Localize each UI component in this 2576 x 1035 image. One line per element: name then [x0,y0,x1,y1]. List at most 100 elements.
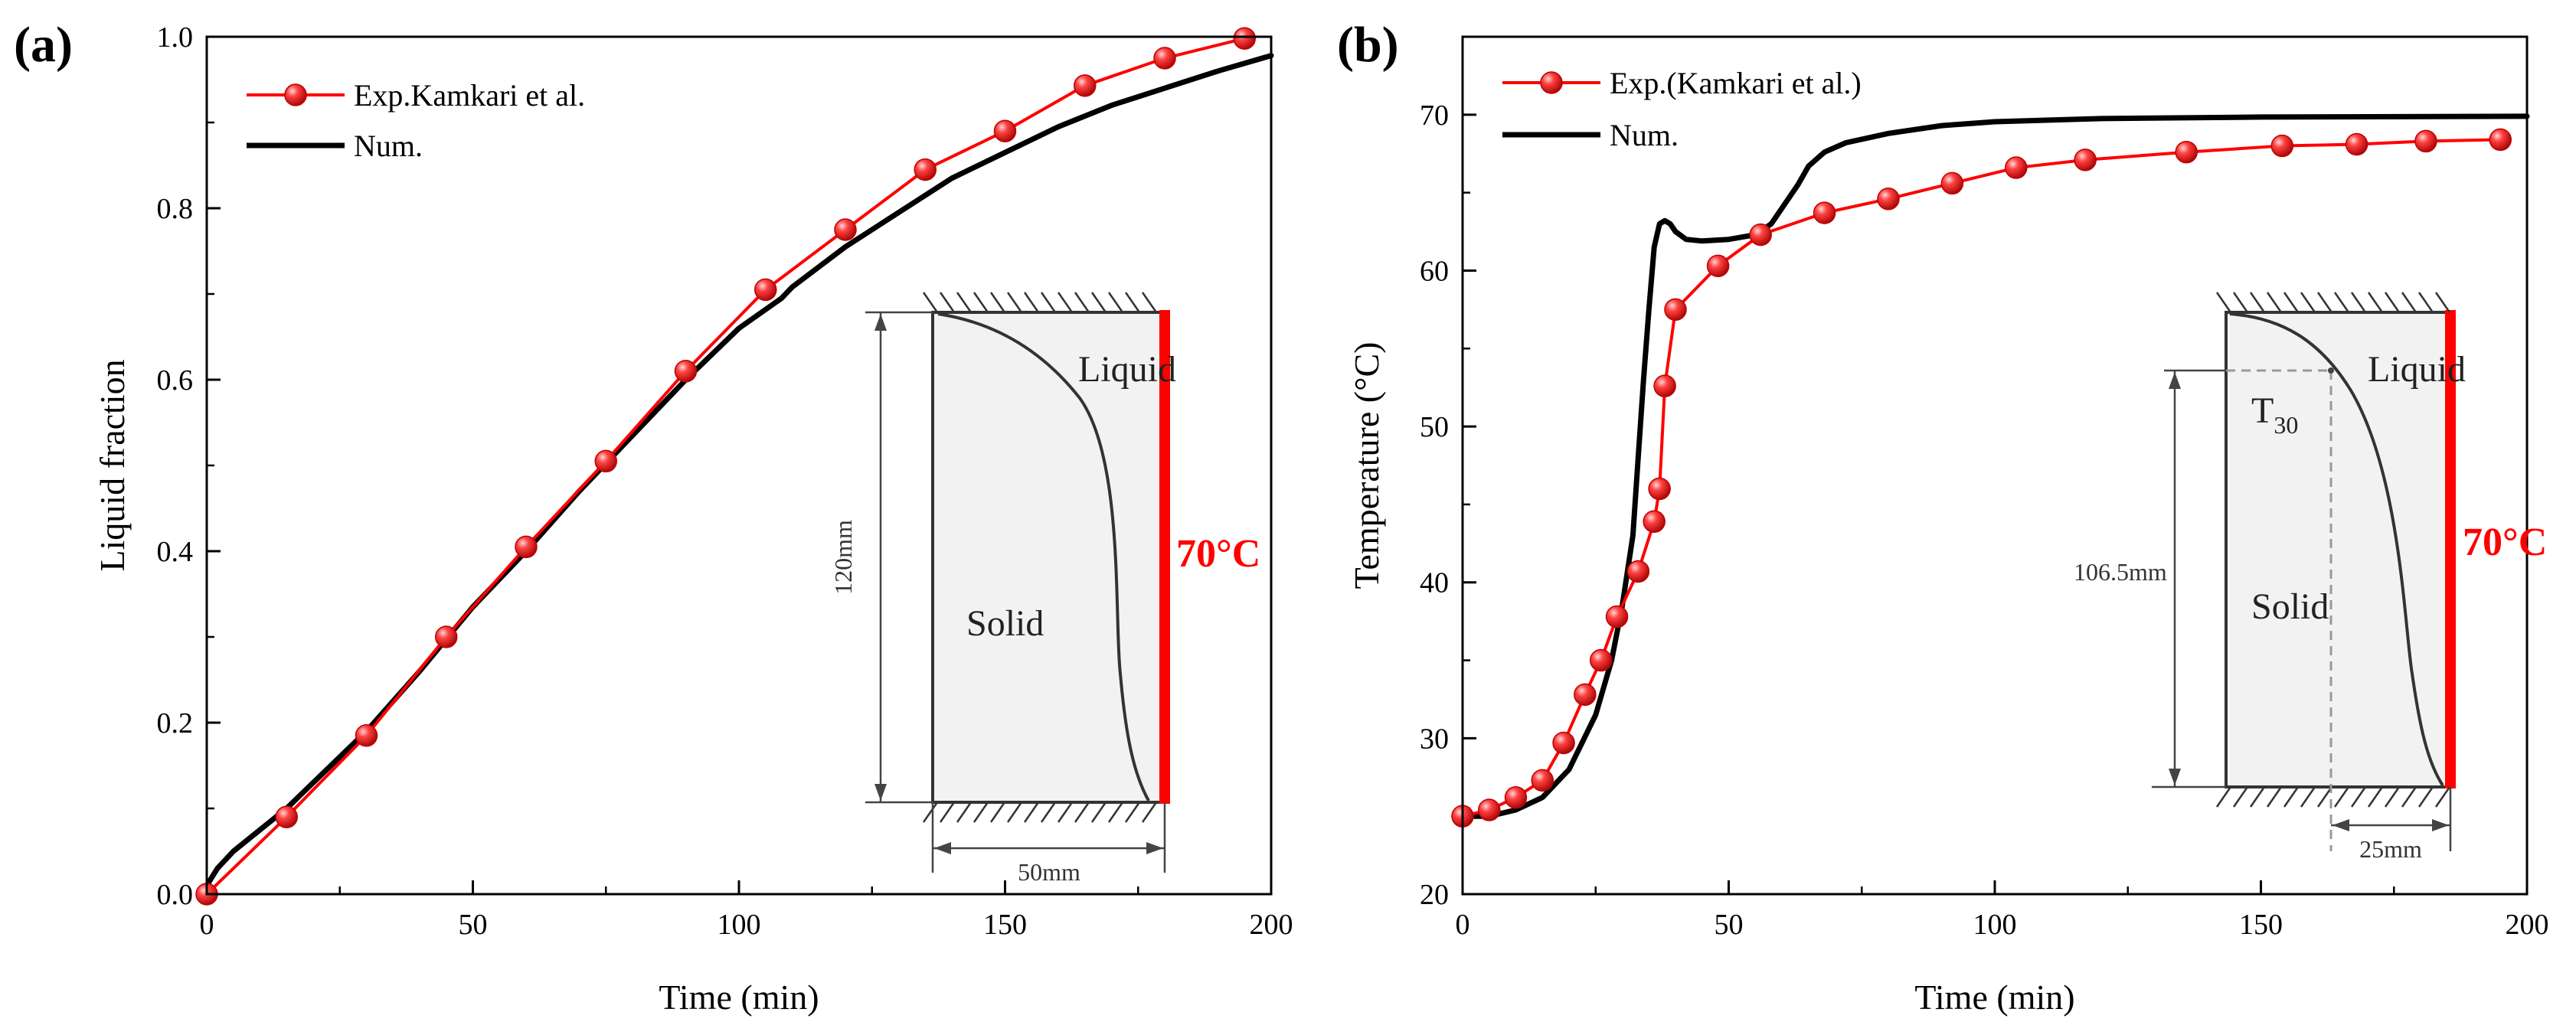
hatch-mark [1040,292,1057,313]
inset-b-top-hatching [2215,292,2451,313]
hatch-mark [2266,786,2283,808]
hatch-mark [1023,292,1040,313]
y-tick-label: 0.6 [157,364,194,397]
inset-b-solid-label: Solid [2251,586,2329,627]
hatch-mark [2367,786,2384,808]
inset-a-width-arrow-left [934,842,951,854]
y-tick-label: 30 [1420,723,1449,755]
series-exp-point [1531,769,1554,792]
y-tick-label: 60 [1420,255,1449,287]
hatch-mark [1057,802,1074,823]
hatch-mark [989,292,1006,313]
hatch-mark [2384,292,2401,313]
inset-b-height-arrow-top [2169,372,2181,389]
x-tick-label: 100 [718,909,761,941]
series-exp-point [2175,140,2198,164]
panel-a: (a) 0 50 100 150 200 0.0 0.2 0.4 0.6 0.8 1.0 Time … [14,17,1293,1017]
hatch-mark [1057,292,1074,313]
hatch-mark [1141,802,1158,823]
x-tick-label: 200 [1250,909,1293,941]
legend-exp-marker [1540,71,1563,94]
panel-a-label: (a) [14,17,73,73]
panel-b-ylabel: Temperature (°C) [1347,342,1386,589]
inset-a-liquid-label: Liquid [1078,349,1176,390]
hatch-mark [2215,786,2232,808]
inset-a-height-label: 120mm [829,520,857,595]
panel-b-xlabel: Time (min) [1914,978,2074,1017]
hatch-mark [1040,802,1057,823]
hatch-mark [1107,292,1124,313]
series-exp-point [1574,683,1597,707]
x-tick-label: 150 [2239,909,2283,941]
panel-a-plot-frame [205,35,1273,896]
x-tick-label: 0 [1456,909,1470,941]
series-exp-point [1552,731,1575,755]
hatch-mark [1141,292,1158,313]
legend-exp-marker [284,83,307,106]
x-tick-label: 200 [2506,909,2549,941]
y-tick-label: 1.0 [157,21,194,54]
panel-b-axes: 0 50 100 150 200 20 30 40 50 60 70 [1420,100,2549,941]
hatch-mark [1124,292,1141,313]
series-exp-point [275,805,298,828]
hatch-mark [1107,802,1124,823]
series-exp-point [435,625,458,648]
hatch-mark [973,802,989,823]
y-tick-label: 0.8 [157,193,194,225]
inset-a-wall-temp-label: 70°C [1176,532,1260,576]
hatch-mark [2333,292,2350,313]
series-exp-point [1653,374,1676,397]
hatch-mark [2401,292,2417,313]
series-exp-point [1643,510,1666,534]
series-exp-point [1504,785,1528,809]
hatch-mark [922,292,939,313]
series-exp-point [2345,132,2368,156]
hatch-mark [1090,292,1107,313]
hatch-mark [1090,802,1107,823]
hatch-mark [2384,786,2401,808]
hatch-mark [1124,802,1141,823]
panel-b-plot-frame [1461,35,2529,896]
series-exp-point [1074,74,1097,97]
series-exp-point [754,278,777,302]
panel-a-legend: Exp.Kamkari et al. Num. [247,78,585,163]
panel-a-ylabel: Liquid fraction [93,359,132,571]
inset-b-probe-subscript: 30 [2274,411,2298,439]
hatch-mark [2300,786,2316,808]
hatch-mark [2417,292,2434,313]
series-exp-line [205,37,1247,896]
series-exp-point [1626,560,1650,583]
inset-b-melt-front [2229,312,2444,787]
y-tick-label: 40 [1420,567,1449,599]
inset-a-melt-front [937,312,1150,802]
x-tick-label: 50 [1715,909,1744,941]
inset-a-bottom-hatching [922,802,1158,823]
hatch-mark [989,802,1006,823]
hatch-mark [2333,786,2350,808]
inset-a-height-arrow-top [874,314,887,331]
series-exp-point [993,119,1017,142]
x-tick-label: 0 [200,909,214,941]
y-tick-label: 0.4 [157,536,194,568]
series-exp-point [2489,128,2512,152]
hatch-mark [2316,786,2333,808]
hatch-mark [1074,292,1090,313]
hatch-mark [1023,802,1040,823]
hatch-mark [973,292,989,313]
series-exp-point [914,158,937,181]
legend-num-label: Num. [354,129,423,163]
series-exp-point [2074,149,2097,171]
inset-a-height-arrow-bottom [874,784,887,801]
y-tick-label: 20 [1420,879,1449,911]
hatch-mark [939,292,956,313]
series-exp-point [674,360,698,383]
hatch-mark [939,802,956,823]
hatch-mark [2434,786,2451,808]
panel-a-xlabel: Time (min) [659,978,819,1017]
hatch-mark [2215,292,2232,313]
y-tick-label: 0.2 [157,707,194,740]
hatch-mark [956,802,973,823]
panel-b-legend: Exp.(Kamkari et al.) Num. [1502,66,1862,152]
inset-a-top-hatching [922,292,1158,313]
